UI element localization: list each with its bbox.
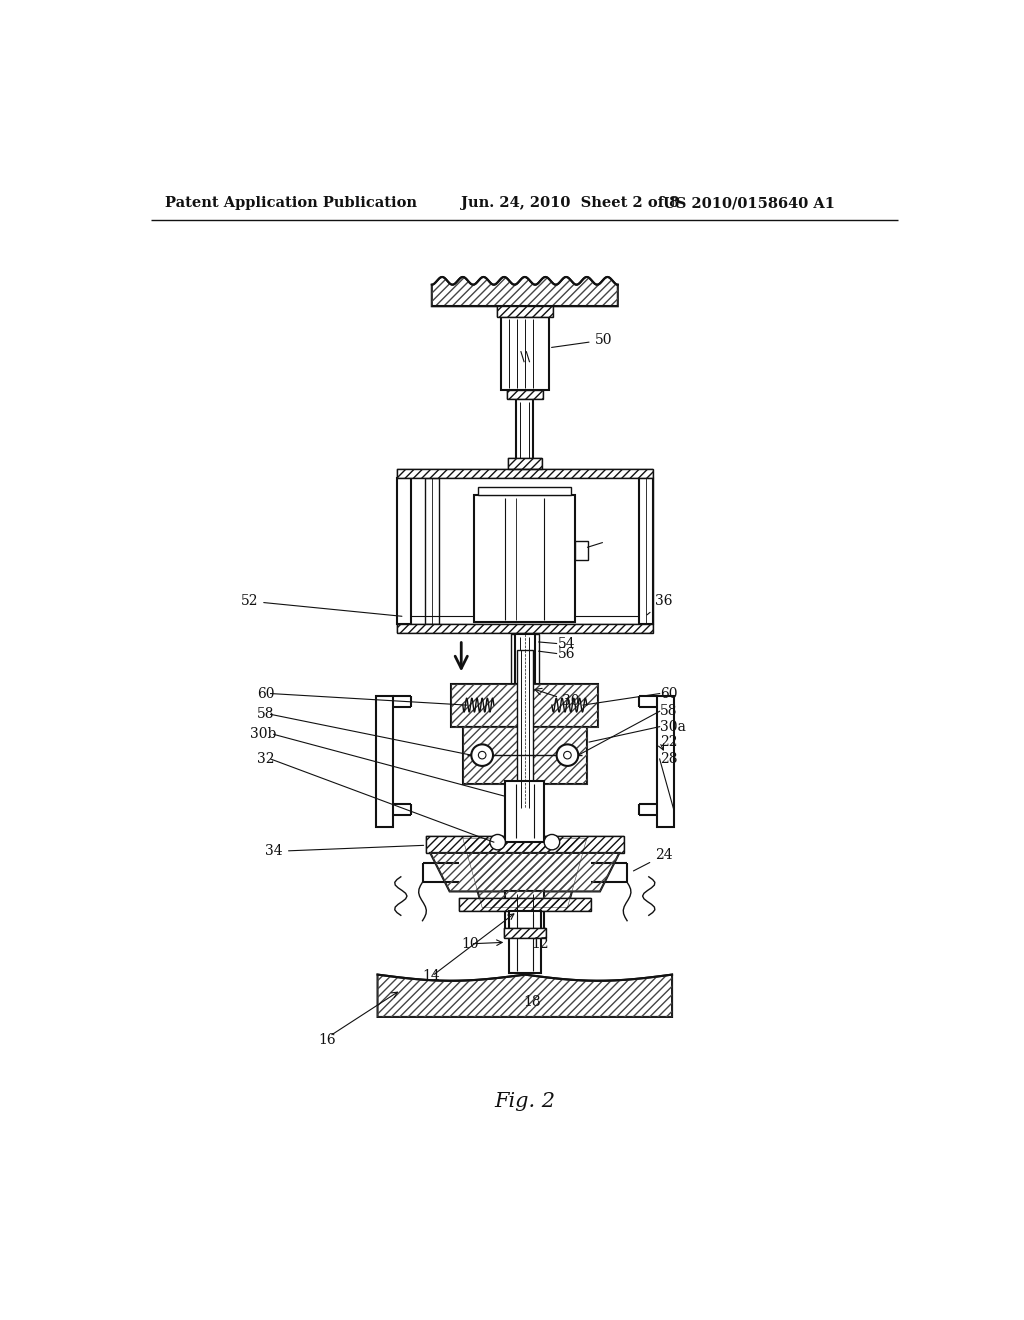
Bar bbox=[501, 317, 549, 391]
Bar bbox=[397, 624, 652, 634]
Text: Patent Application Publication: Patent Application Publication bbox=[165, 197, 417, 210]
Bar bbox=[397, 469, 652, 478]
Bar bbox=[459, 898, 591, 911]
Bar bbox=[508, 458, 542, 469]
Bar bbox=[478, 487, 571, 495]
Bar bbox=[516, 400, 534, 473]
Text: 30a: 30a bbox=[659, 719, 685, 734]
Circle shape bbox=[471, 744, 493, 766]
Bar bbox=[504, 928, 546, 939]
Bar bbox=[504, 928, 546, 939]
Circle shape bbox=[557, 744, 579, 766]
Circle shape bbox=[544, 834, 560, 850]
Circle shape bbox=[478, 751, 486, 759]
Text: 60: 60 bbox=[659, 686, 677, 701]
Bar bbox=[397, 624, 652, 634]
Circle shape bbox=[563, 751, 571, 759]
Polygon shape bbox=[463, 726, 587, 784]
Bar bbox=[397, 469, 652, 478]
Text: 36: 36 bbox=[647, 594, 673, 615]
Text: 58: 58 bbox=[257, 708, 274, 721]
Text: Jun. 24, 2010  Sheet 2 of 8: Jun. 24, 2010 Sheet 2 of 8 bbox=[461, 197, 680, 210]
Bar bbox=[497, 306, 553, 317]
Text: 10: 10 bbox=[461, 937, 479, 950]
Text: 30: 30 bbox=[535, 688, 580, 709]
Bar bbox=[376, 696, 393, 826]
Text: 14: 14 bbox=[423, 969, 440, 983]
Bar bbox=[639, 478, 652, 624]
Bar bbox=[426, 836, 624, 853]
Text: 22: 22 bbox=[659, 735, 677, 748]
Bar bbox=[517, 649, 532, 808]
Text: Fig. 2: Fig. 2 bbox=[495, 1092, 555, 1111]
Bar bbox=[426, 836, 624, 853]
Bar bbox=[639, 478, 652, 624]
Text: 18: 18 bbox=[523, 994, 541, 1008]
Bar bbox=[575, 541, 588, 560]
Text: 52: 52 bbox=[241, 594, 401, 616]
Text: 58: 58 bbox=[659, 705, 677, 718]
Bar bbox=[511, 635, 539, 684]
Text: 34: 34 bbox=[265, 845, 424, 858]
Polygon shape bbox=[432, 277, 617, 306]
Text: 24: 24 bbox=[634, 849, 673, 871]
Bar bbox=[459, 898, 591, 911]
Bar bbox=[515, 635, 535, 684]
Bar bbox=[425, 478, 438, 624]
Text: 30b: 30b bbox=[251, 727, 276, 742]
Bar bbox=[656, 696, 674, 826]
Bar bbox=[506, 891, 544, 933]
Circle shape bbox=[489, 834, 506, 850]
Bar bbox=[507, 391, 543, 400]
Bar bbox=[506, 780, 544, 842]
Text: 28: 28 bbox=[659, 752, 677, 766]
Text: 32: 32 bbox=[257, 752, 274, 766]
Text: 60: 60 bbox=[257, 686, 274, 701]
Text: 50: 50 bbox=[552, 333, 612, 347]
Bar bbox=[497, 306, 553, 317]
Text: 54: 54 bbox=[558, 636, 575, 651]
Bar bbox=[474, 495, 575, 622]
Polygon shape bbox=[430, 853, 620, 891]
Polygon shape bbox=[452, 684, 598, 726]
Polygon shape bbox=[463, 838, 587, 908]
Bar bbox=[507, 391, 543, 400]
Text: 16: 16 bbox=[317, 1034, 336, 1047]
Bar bbox=[508, 458, 542, 469]
Text: US 2010/0158640 A1: US 2010/0158640 A1 bbox=[663, 197, 835, 210]
Bar bbox=[509, 911, 541, 973]
Bar bbox=[397, 478, 411, 624]
Text: 12: 12 bbox=[531, 937, 549, 950]
Text: 56: 56 bbox=[558, 647, 575, 660]
Polygon shape bbox=[378, 974, 672, 1016]
